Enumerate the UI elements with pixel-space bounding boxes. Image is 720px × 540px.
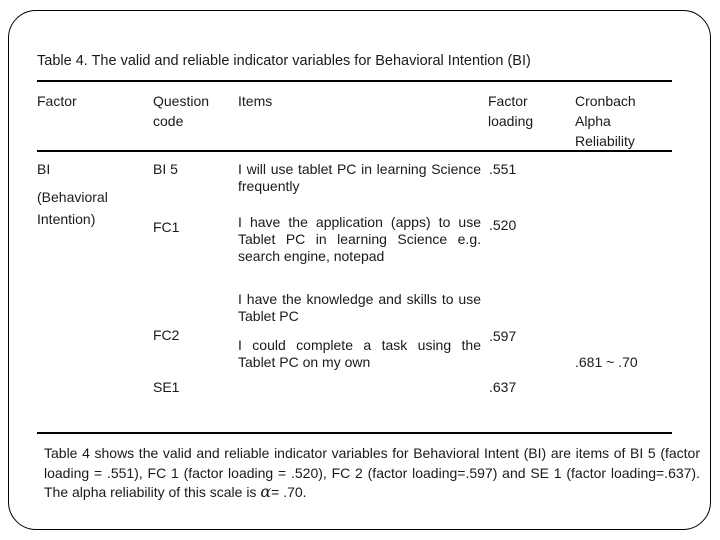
column-header-question-code: Question code [153,93,210,129]
column-header-factor: Factor [37,93,77,109]
factor-loading-cell: .597 [489,328,517,344]
column-header-factor-loading: Factor loading [488,93,534,129]
factor-name-cell: (Behavioral Intention) [37,189,108,227]
caption-text-end: = .70. [271,484,307,500]
question-code-cell: FC1 [153,219,180,235]
item-text-cell: I could complete a task using the Tablet… [238,337,481,370]
table-top-rule [37,80,672,82]
column-header-cronbach: Cronbach Alpha Reliability [575,93,636,149]
question-code-cell: FC2 [153,327,180,343]
table-title: Table 4. The valid and reliable indicato… [37,53,531,69]
caption-text: Table 4 shows the valid and reliable ind… [44,445,700,500]
item-text-cell: I have the knowledge and skills to use T… [238,291,481,324]
factor-abbr-cell: BI [37,161,51,177]
item-text-cell: I have the application (apps) to use Tab… [238,214,481,264]
table-bottom-rule [37,432,672,434]
slide-frame: Table 4. The valid and reliable indicato… [8,10,711,530]
factor-loading-cell: .551 [489,161,517,177]
alpha-symbol: α [260,482,272,501]
caption-paragraph: Table 4 shows the valid and reliable ind… [44,444,700,503]
column-header-items: Items [238,93,273,109]
question-code-cell: SE1 [153,379,180,395]
factor-loading-cell: .520 [489,217,517,233]
table-header-rule [37,150,672,152]
cronbach-value-cell: .681 ~ .70 [575,354,638,370]
question-code-cell: BI 5 [153,161,178,177]
factor-loading-cell: .637 [489,379,517,395]
item-text-cell: I will use tablet PC in learning Science… [238,161,481,194]
